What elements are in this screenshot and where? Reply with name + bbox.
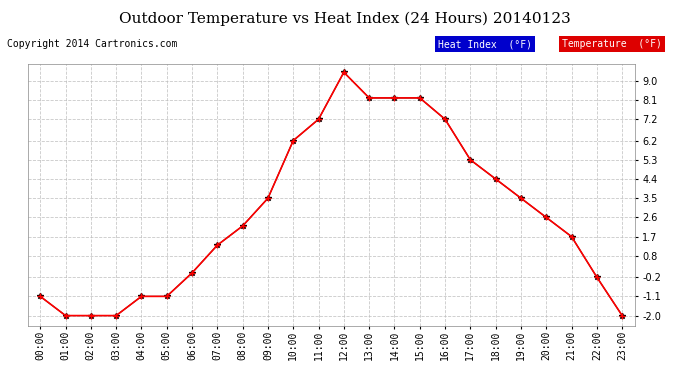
Text: Heat Index  (°F): Heat Index (°F) — [438, 39, 532, 50]
Text: Temperature  (°F): Temperature (°F) — [562, 39, 662, 50]
Text: Outdoor Temperature vs Heat Index (24 Hours) 20140123: Outdoor Temperature vs Heat Index (24 Ho… — [119, 11, 571, 26]
Text: Copyright 2014 Cartronics.com: Copyright 2014 Cartronics.com — [7, 39, 177, 50]
